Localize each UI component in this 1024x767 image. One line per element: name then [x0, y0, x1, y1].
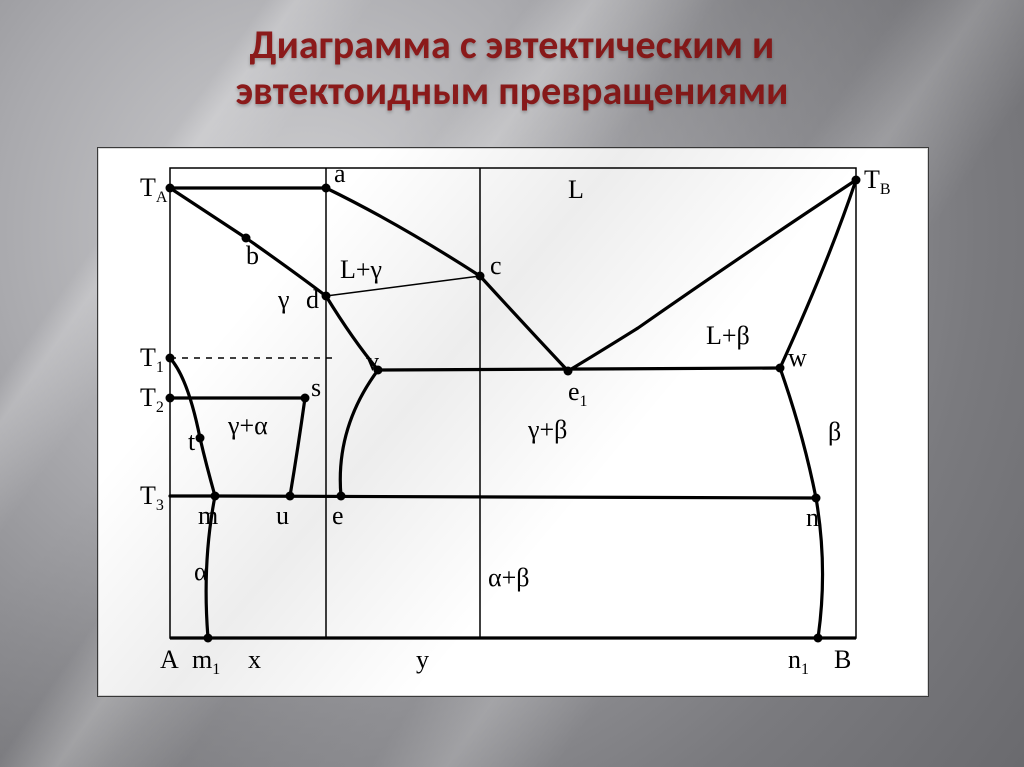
- label-n1: n1: [788, 645, 809, 678]
- point-T2: [166, 394, 175, 403]
- point-TB: [852, 176, 861, 185]
- label-c: c: [490, 251, 502, 280]
- point-n1: [814, 634, 823, 643]
- title-line-1: Диаграмма с эвтектическим и: [250, 20, 775, 69]
- label-A: A: [160, 645, 179, 674]
- label-TB: TB: [864, 165, 891, 198]
- point-m1: [204, 634, 213, 643]
- label-L: L: [568, 175, 584, 204]
- diagram-panel: TA TB T1 T2 T3 a b c dγ L+γ L L+β v e1 w s t γ+α γ+β β m u e n α…: [97, 147, 929, 697]
- label-T2: T2: [140, 383, 164, 416]
- label-t: t: [188, 427, 196, 456]
- label-L-beta: L+β: [706, 321, 750, 350]
- phase-diagram: TA TB T1 T2 T3 a b c dγ L+γ L L+β v e1 w s t γ+α γ+β β m u e n α…: [98, 148, 928, 696]
- label-TA: TA: [140, 173, 168, 206]
- label-gamma-beta: γ+β: [527, 415, 567, 444]
- point-t: [196, 434, 205, 443]
- point-c: [476, 272, 485, 281]
- title-line-2: эвтектоидным превращениями: [236, 66, 789, 115]
- label-gamma-d: γ: [277, 285, 290, 314]
- label-e1: e1: [568, 377, 588, 410]
- label-e: e: [332, 501, 344, 530]
- point-d: [322, 292, 331, 301]
- label-B: B: [834, 645, 851, 674]
- label-x: x: [248, 645, 261, 674]
- label-w: w: [788, 343, 807, 372]
- point-e: [337, 492, 346, 501]
- label-a: a: [334, 159, 346, 188]
- label-gamma-alpha: γ+α: [227, 411, 268, 440]
- label-u: u: [276, 501, 289, 530]
- label-T1: T1: [140, 343, 164, 376]
- label-beta: β: [828, 417, 841, 446]
- label-m: m: [198, 501, 218, 530]
- point-n: [812, 494, 821, 503]
- label-alpha-beta: α+β: [488, 563, 530, 592]
- slide-title: Диаграмма с эвтектическим и эвтектоидным…: [0, 22, 1024, 114]
- label-alpha: α: [194, 557, 208, 586]
- label-s: s: [311, 373, 321, 402]
- label-d: d: [306, 285, 319, 314]
- point-T1: [166, 354, 175, 363]
- label-n: n: [806, 503, 819, 532]
- label-b: b: [246, 241, 259, 270]
- label-T3: T3: [140, 481, 164, 514]
- label-y: y: [416, 645, 429, 674]
- label-v: v: [366, 347, 379, 376]
- point-a: [322, 184, 331, 193]
- point-e1: [564, 367, 573, 376]
- point-s: [301, 394, 310, 403]
- point-u: [286, 492, 295, 501]
- label-L-gamma: L+γ: [340, 255, 382, 284]
- slide: Диаграмма с эвтектическим и эвтектоидным…: [0, 0, 1024, 767]
- label-m1: m1: [192, 645, 220, 678]
- point-w: [776, 364, 785, 373]
- point-m: [211, 492, 220, 501]
